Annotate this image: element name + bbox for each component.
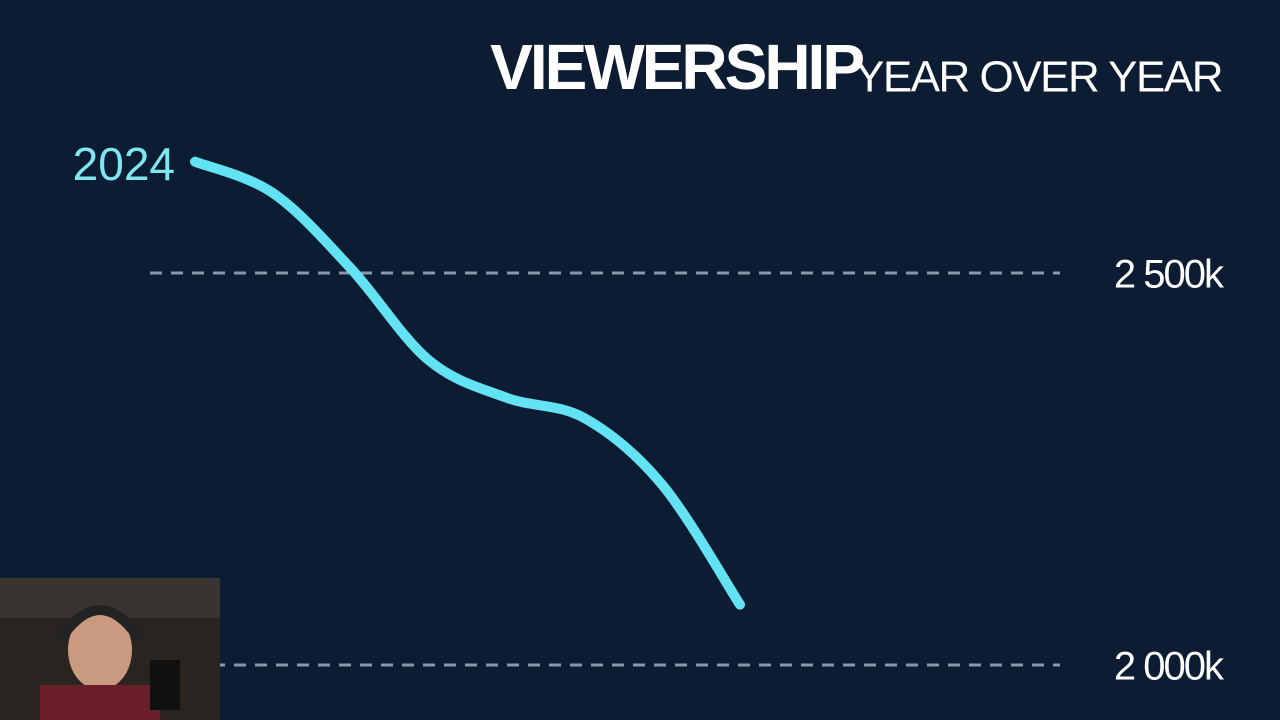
y-tick-label: 2 500k <box>1114 253 1225 297</box>
chart-subtitle: YEAR OVER YEAR <box>855 53 1222 102</box>
webcam-overlay <box>0 578 220 720</box>
x-tick-label: 2024 <box>73 138 175 190</box>
line <box>190 156 745 610</box>
y-tick-label: 2 000k <box>1114 645 1225 689</box>
chart-title: VIEWERSHIP <box>490 31 863 103</box>
